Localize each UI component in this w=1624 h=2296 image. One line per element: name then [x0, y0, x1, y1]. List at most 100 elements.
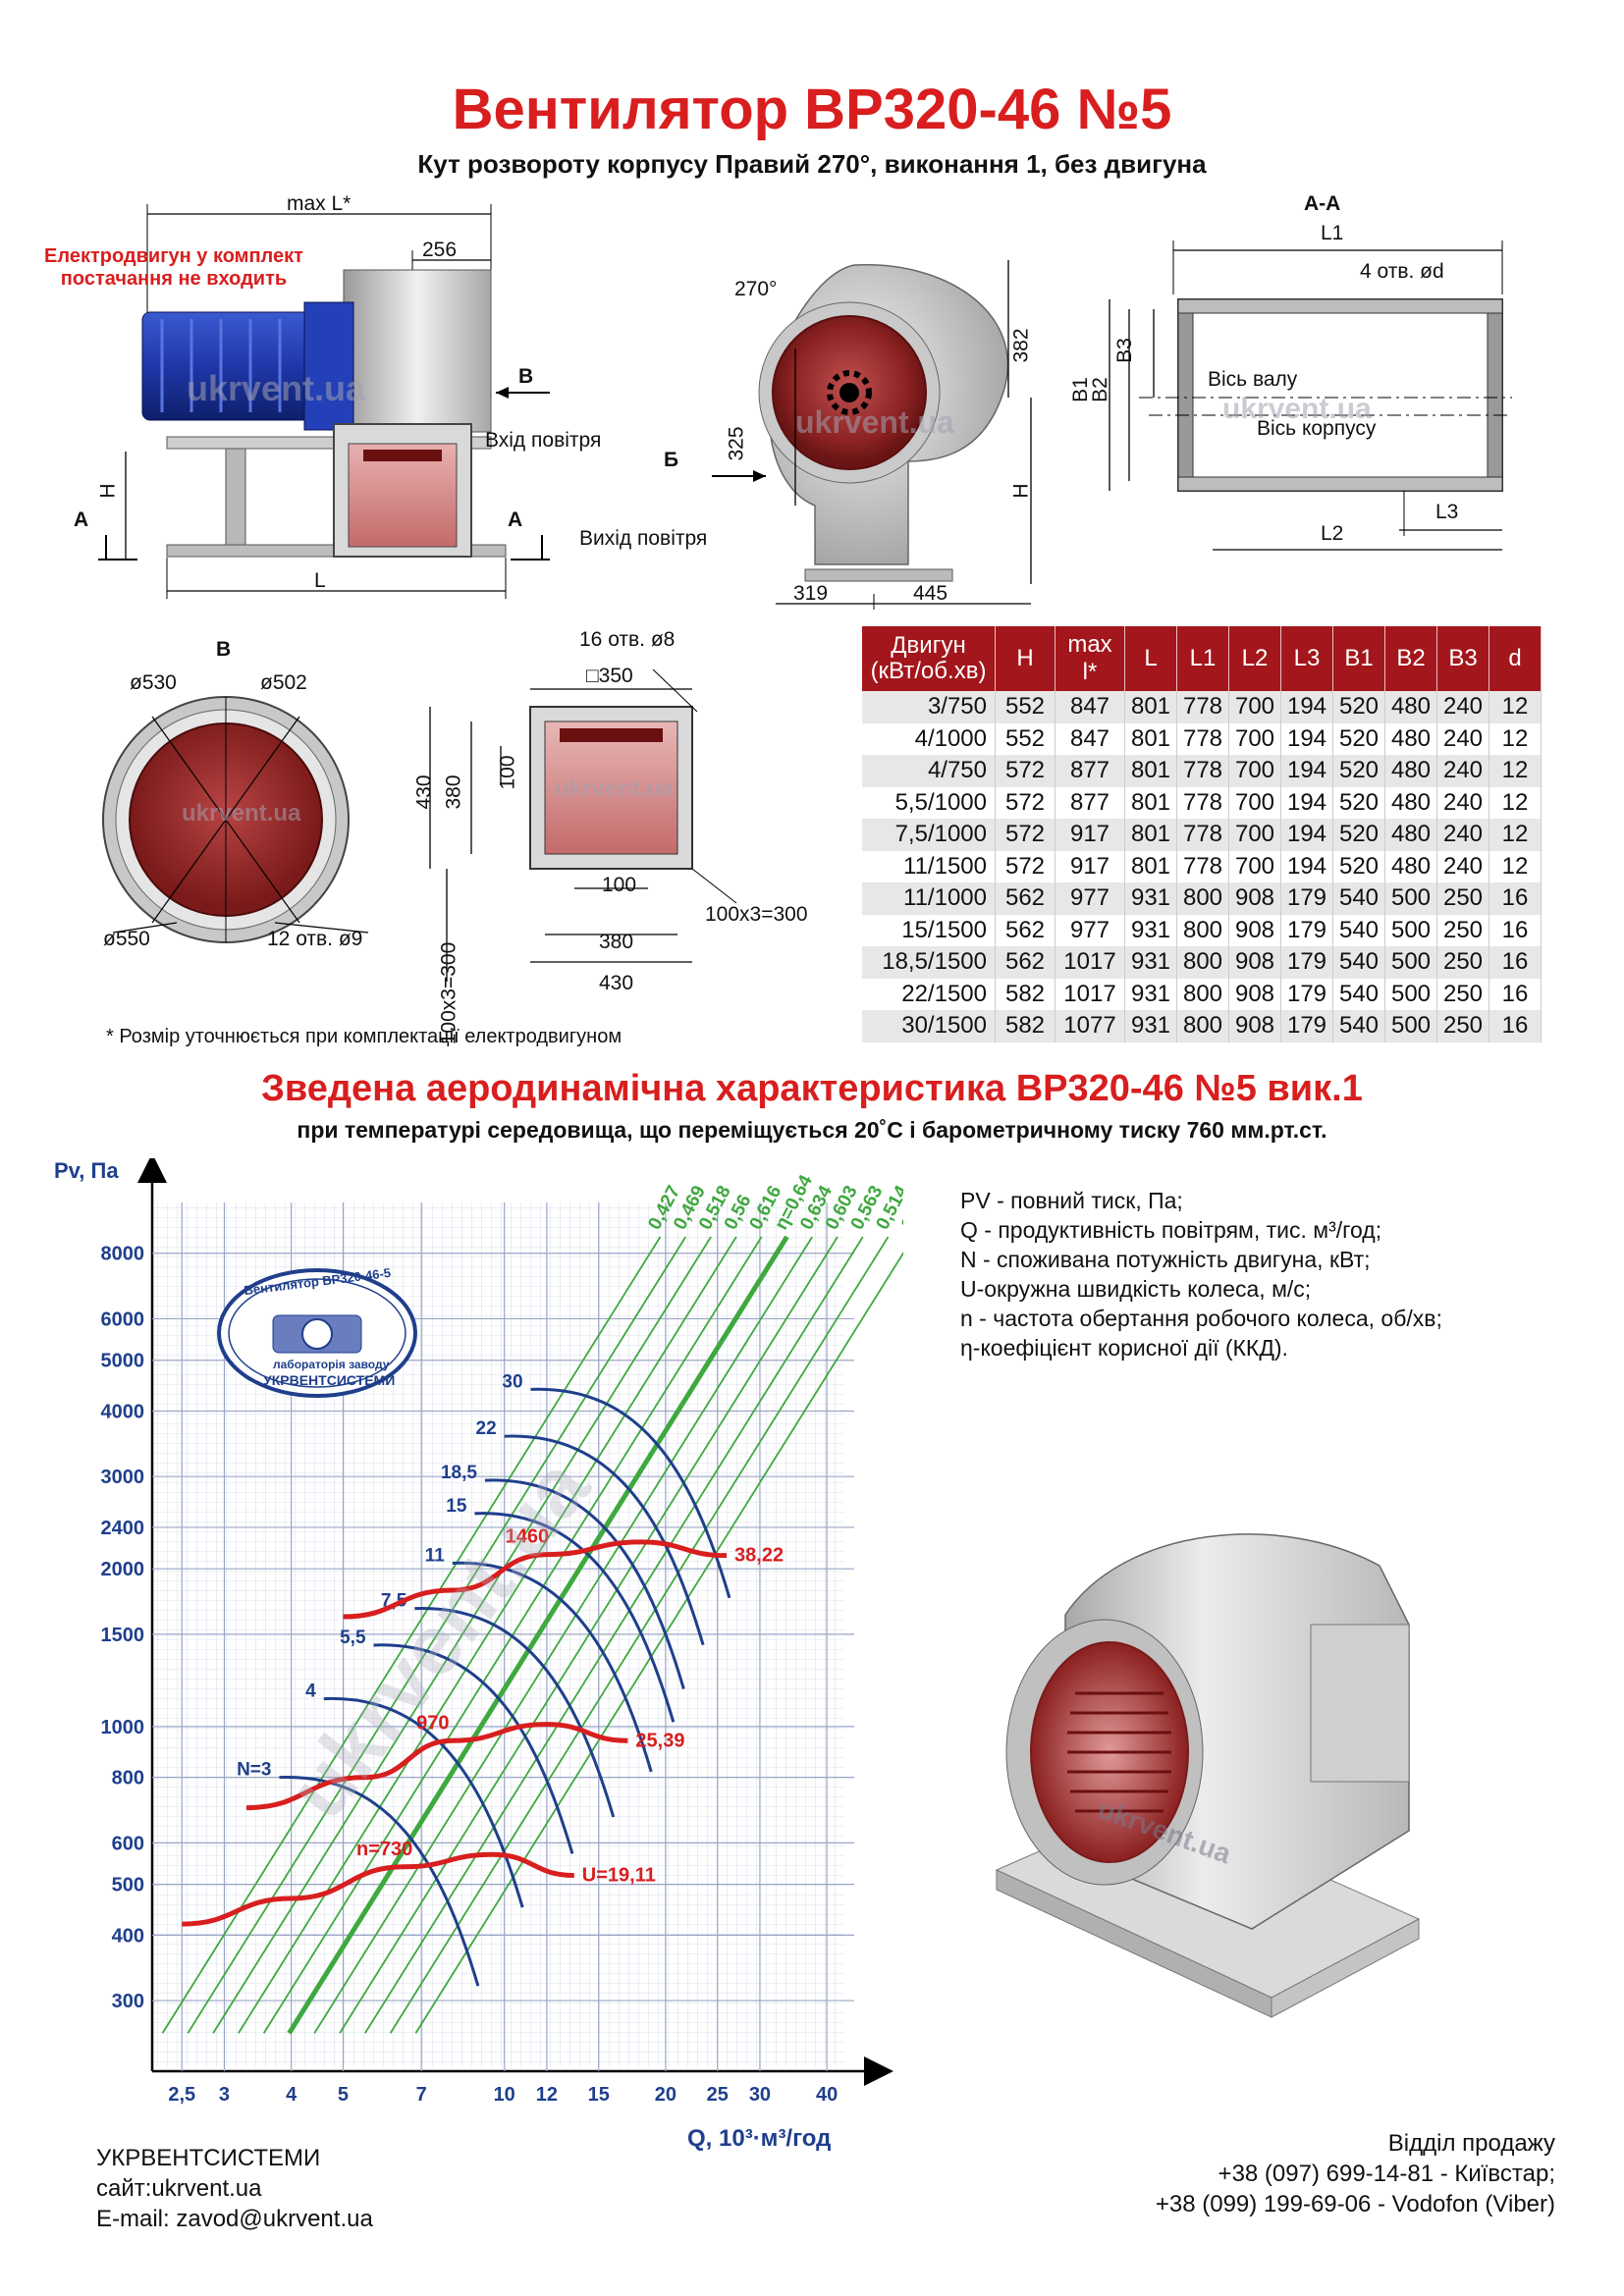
spec-table-row: 3/750 552 847 801 778 700 194 520 480 240 12: [862, 691, 1542, 723]
power-label: 22: [476, 1418, 497, 1439]
outlet-d380: 380: [442, 774, 465, 810]
power-curve: [414, 1607, 616, 1818]
spec-cell: 778: [1176, 755, 1229, 787]
spec-cell: 552: [995, 722, 1056, 755]
spec-cell: 194: [1280, 691, 1333, 723]
spec-cell: 800: [1176, 1010, 1229, 1042]
spec-cell: 520: [1332, 850, 1385, 882]
motor-cell: 5,5/1000: [862, 786, 996, 819]
spec-cell: 572: [995, 850, 1056, 882]
page-subtitle: Кут розвороту корпусу Правий 270°, викон…: [417, 149, 1207, 179]
spec-cell: 1017: [1055, 946, 1125, 979]
x-tick-label: 12: [536, 2084, 558, 2106]
spec-cell: 700: [1228, 755, 1281, 787]
efficiency-line: [339, 1236, 839, 2034]
spec-cell: 12: [1489, 722, 1542, 755]
side-label-l: L: [314, 569, 326, 592]
spec-table-container: Двигун (кВт/об.хв) H max l* L L1 L2 L3 B…: [862, 626, 1542, 1042]
section-l3: L3: [1435, 501, 1459, 523]
motor-cell: 30/1500: [862, 1010, 996, 1042]
spec-cell: 908: [1228, 1010, 1281, 1042]
outlet-d100b: 100: [602, 874, 637, 896]
email-link[interactable]: E-mail: zavod@ukrvent.ua: [96, 2206, 373, 2232]
spec-cell: 179: [1280, 914, 1333, 946]
side-view-svg: [98, 204, 550, 599]
x-tick-label: 40: [816, 2084, 838, 2106]
phone-kyivstar[interactable]: +38 (097) 699-14-81 - Київстар;: [1218, 2161, 1555, 2187]
website-link[interactable]: сайт:ukrvent.ua: [96, 2175, 262, 2202]
spec-cell: 179: [1280, 882, 1333, 915]
section-aa-title: А-А: [1304, 192, 1341, 215]
spec-cell: 908: [1228, 882, 1281, 915]
spec-header: B3: [1436, 626, 1489, 691]
spec-cell: 801: [1124, 722, 1177, 755]
y-tick-label: 300: [112, 1991, 144, 2012]
view-b-holes: 12 отв. ø9: [267, 928, 363, 950]
power-label: 15: [446, 1496, 467, 1517]
power-label: 5,5: [340, 1628, 366, 1648]
spec-cell: 16: [1489, 1010, 1542, 1042]
section-aa-svg: [1109, 240, 1512, 551]
spec-cell: 500: [1384, 978, 1437, 1010]
fan-render: [957, 1507, 1458, 2027]
legend-item: N - споживана потужність двигуна, кВт;: [960, 1247, 1371, 1272]
y-tick-label: 600: [112, 1833, 144, 1854]
dim-319: 319: [793, 582, 829, 605]
spec-cell: 582: [995, 978, 1056, 1010]
x-tick-label: 4: [286, 2084, 298, 2106]
spec-cell: 179: [1280, 1010, 1333, 1042]
spec-cell: 1077: [1055, 1010, 1125, 1042]
footer-left: УКРВЕНТСИСТЕМИ сайт:ukrvent.ua E-mail: z…: [96, 2143, 373, 2234]
spec-cell: 931: [1124, 1010, 1177, 1042]
spec-table-row: 7,5/1000 572 917 801 778 700 194 520 480 240 12: [862, 819, 1542, 851]
tip-speed-label: U=19,11: [582, 1865, 656, 1887]
section-l2: L2: [1321, 522, 1344, 545]
tip-speed-label: 38,22: [734, 1545, 784, 1567]
legend-item: n - частота обертання робочого колеса, о…: [960, 1306, 1442, 1331]
motor-cell: 18,5/1500: [862, 946, 996, 979]
side-label-a-left: А: [74, 508, 89, 531]
outlet-view-drawing: [412, 628, 874, 1001]
spec-cell: 500: [1384, 1010, 1437, 1042]
spec-cell: 552: [995, 691, 1056, 723]
y-tick-label: 6000: [101, 1308, 145, 1330]
spec-cell: 562: [995, 914, 1056, 946]
spec-header: L1: [1176, 626, 1229, 691]
spec-cell: 520: [1332, 786, 1385, 819]
watermark-section: ukrvent.ua: [1222, 393, 1372, 425]
outlet-square: □350: [586, 665, 633, 687]
section-b2: B2: [1088, 377, 1111, 402]
power-curve: [530, 1387, 731, 1599]
speed-curve: [182, 1851, 574, 1927]
motor-cell: 11/1500: [862, 850, 996, 882]
spec-header: Двигун (кВт/об.хв): [862, 626, 996, 691]
spec-cell: 480: [1384, 786, 1437, 819]
y-tick-label: 1000: [101, 1717, 145, 1738]
spec-cell: 572: [995, 786, 1056, 819]
spec-cell: 179: [1280, 978, 1333, 1010]
spec-cell: 1017: [1055, 978, 1125, 1010]
spec-cell: 540: [1332, 946, 1385, 979]
power-label: 11: [425, 1545, 446, 1566]
spec-cell: 801: [1124, 819, 1177, 851]
side-label-a-right: А: [508, 508, 523, 531]
spec-cell: 800: [1176, 914, 1229, 946]
spec-cell: 931: [1124, 914, 1177, 946]
spec-header: L2: [1228, 626, 1281, 691]
spec-cell: 480: [1384, 850, 1437, 882]
phone-vodafone[interactable]: +38 (099) 199-69-06 - Vodofon (Viber): [1155, 2191, 1555, 2217]
spec-header: B2: [1384, 626, 1437, 691]
dim-d550: ø550: [103, 928, 150, 950]
x-tick-label: 5: [338, 2084, 349, 2106]
angle-270: 270°: [734, 278, 778, 300]
spec-cell: 908: [1228, 946, 1281, 979]
laboratory-logo-svg: [217, 1268, 417, 1398]
side-view-drawing: [39, 187, 727, 618]
laboratory-logo: [214, 1264, 420, 1402]
x-tick-label: 10: [494, 2084, 515, 2106]
motor-cell: 15/1500: [862, 914, 996, 946]
side-label-h: Н: [96, 483, 120, 499]
power-label: 4: [305, 1682, 316, 1702]
power-curve: [452, 1561, 653, 1773]
